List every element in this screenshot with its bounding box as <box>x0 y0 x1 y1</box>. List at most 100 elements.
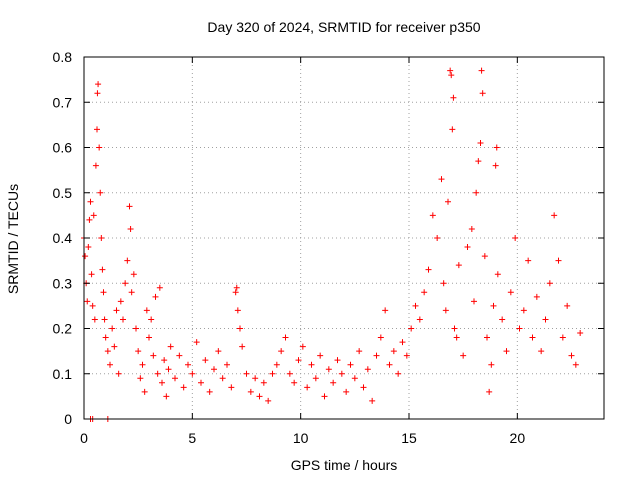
data-point <box>269 370 276 377</box>
data-point <box>451 325 458 332</box>
data-point <box>96 144 103 151</box>
data-point <box>369 397 376 404</box>
data-point <box>101 316 108 323</box>
data-point <box>356 348 363 355</box>
data-point <box>124 257 131 264</box>
data-point <box>568 352 575 359</box>
grid <box>84 57 604 419</box>
data-point <box>412 302 419 309</box>
data-point <box>113 307 120 314</box>
data-point <box>198 379 204 386</box>
data-point <box>478 67 485 74</box>
data-point <box>447 67 454 74</box>
data-point <box>92 162 99 169</box>
data-point <box>127 225 134 232</box>
data-point <box>546 280 553 287</box>
data-point <box>493 144 500 151</box>
data-point <box>128 289 135 296</box>
data-point <box>256 393 263 400</box>
data-point <box>488 361 495 368</box>
data-point <box>520 307 527 314</box>
data-point <box>243 370 250 377</box>
data-point <box>156 284 163 291</box>
data-point <box>538 348 545 355</box>
data-point <box>84 298 91 305</box>
data-point <box>512 235 519 241</box>
data-point <box>161 357 168 364</box>
data-point <box>111 343 118 350</box>
data-point <box>215 348 222 355</box>
data-point <box>295 357 302 364</box>
data-point <box>343 388 350 395</box>
data-point <box>100 289 107 296</box>
data-point <box>206 388 213 395</box>
data-point <box>449 126 456 133</box>
data-point <box>325 366 332 373</box>
data-point <box>117 298 124 305</box>
y-tick-label: 0.2 <box>53 321 73 337</box>
data-point <box>507 289 514 296</box>
data-point <box>97 189 104 196</box>
data-point <box>126 203 133 210</box>
data-point <box>265 397 272 404</box>
y-tick-label: 0.3 <box>53 275 73 291</box>
data-point <box>239 343 246 350</box>
data-point <box>91 316 98 323</box>
data-point <box>503 348 510 355</box>
data-point <box>237 325 243 332</box>
data-point <box>403 352 410 359</box>
data-point <box>390 348 397 355</box>
data-point <box>429 212 436 219</box>
data-point <box>308 361 315 368</box>
x-axis-label: GPS time / hours <box>291 457 398 473</box>
data-point <box>494 271 501 278</box>
data-point <box>421 289 428 296</box>
data-point <box>434 235 441 241</box>
data-point <box>542 316 549 323</box>
data-point <box>94 90 101 97</box>
data-point <box>150 352 157 359</box>
data-point <box>165 366 172 373</box>
data-point <box>167 343 174 350</box>
data-point <box>107 361 113 368</box>
data-point <box>408 325 415 332</box>
data-point <box>529 334 536 341</box>
data-point <box>330 379 337 386</box>
data-point <box>464 244 471 251</box>
y-tick-label: 0.8 <box>53 49 73 65</box>
data-point <box>334 357 341 364</box>
data-point <box>273 361 280 368</box>
data-point <box>148 316 155 323</box>
data-point <box>202 357 209 364</box>
data-point <box>85 244 92 251</box>
data-point <box>260 379 267 386</box>
data-point <box>135 348 142 355</box>
data-point <box>572 361 579 368</box>
data-point <box>438 176 445 183</box>
data-point <box>282 334 289 341</box>
data-point <box>492 162 499 169</box>
data-point <box>286 370 293 377</box>
data-point <box>137 375 144 382</box>
data-point <box>450 94 457 101</box>
y-tick-label: 0.7 <box>53 94 73 110</box>
data-point <box>425 266 432 273</box>
data-points <box>81 67 584 422</box>
data-point <box>477 139 484 146</box>
data-point <box>211 366 217 373</box>
data-point <box>90 212 97 219</box>
data-point <box>104 348 111 355</box>
data-point <box>109 325 116 332</box>
data-point <box>382 307 389 314</box>
x-tick-label: 10 <box>293 430 309 446</box>
data-point <box>347 361 354 368</box>
chart-title: Day 320 of 2024, SRMTID for receiver p35… <box>207 19 480 35</box>
data-point <box>234 307 241 314</box>
data-point <box>499 316 506 323</box>
data-point <box>490 302 497 309</box>
data-point <box>87 198 94 205</box>
data-point <box>338 370 345 377</box>
data-point <box>442 307 449 314</box>
data-point <box>484 334 490 341</box>
data-point <box>88 271 95 278</box>
